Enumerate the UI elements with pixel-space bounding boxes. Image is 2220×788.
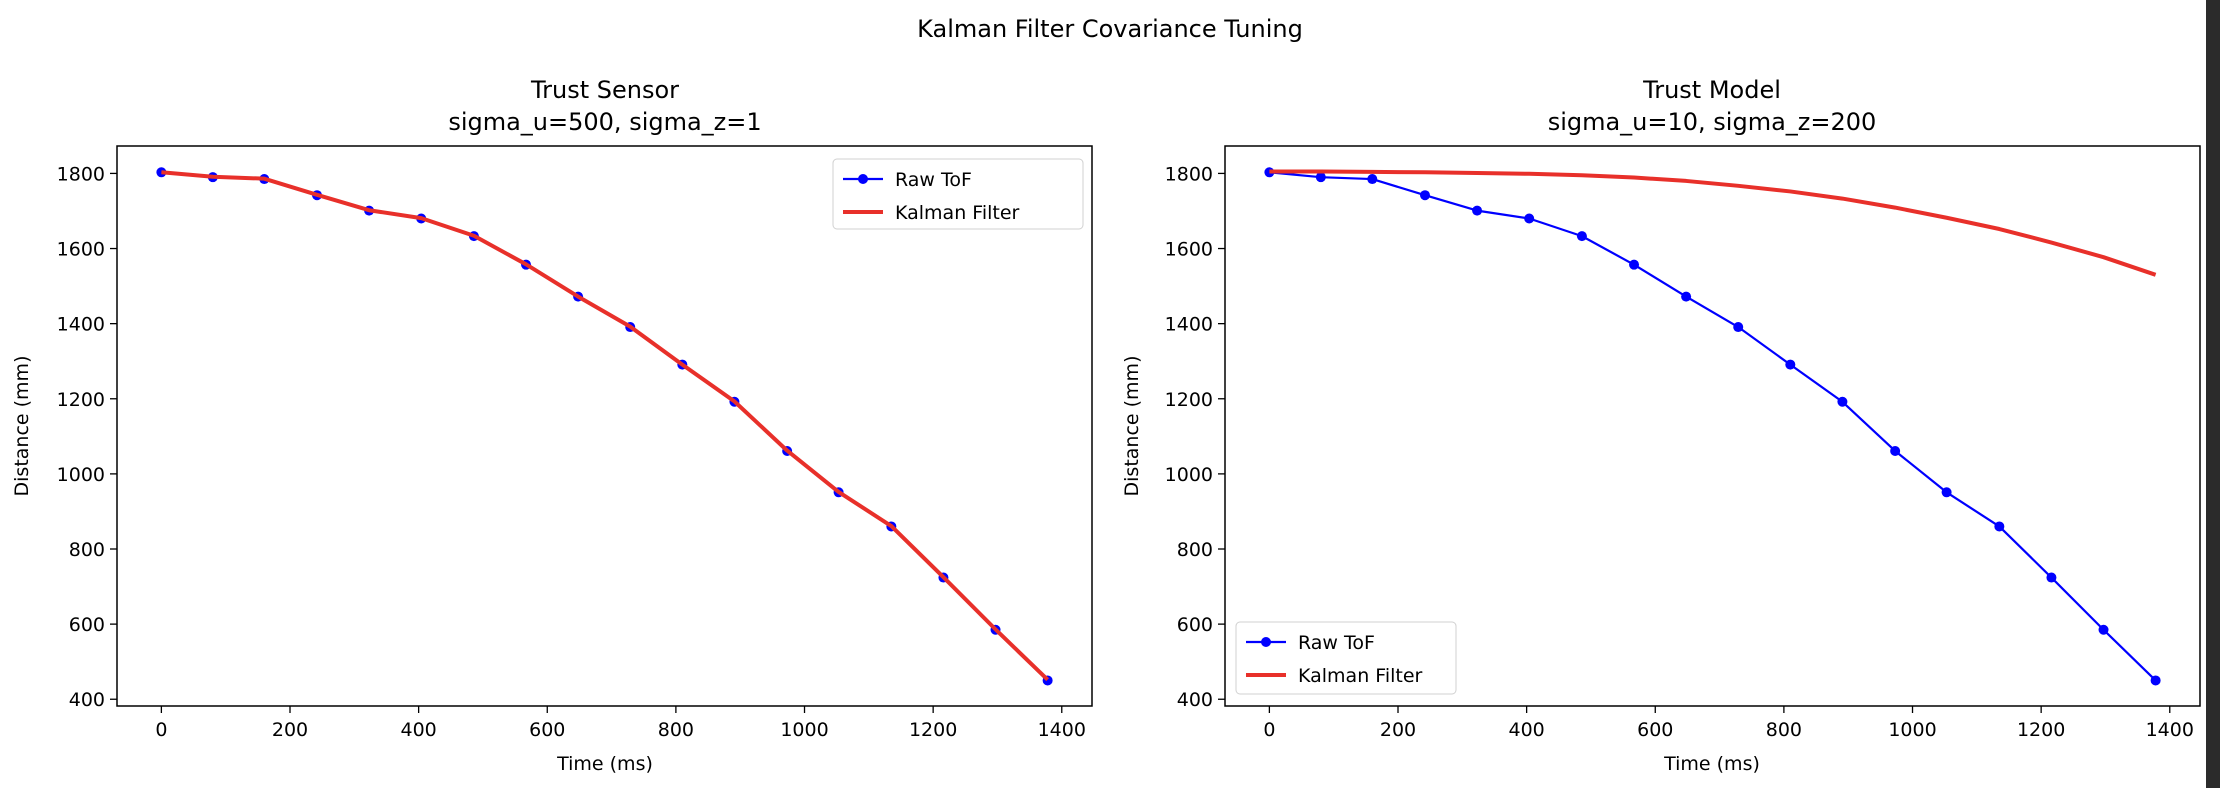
data-point [2150, 675, 2161, 686]
legend-box [1235, 621, 1457, 695]
x-tick-label: 1000 [1888, 719, 1936, 741]
series-line-raw-tof [1269, 171, 2157, 682]
data-point [1837, 396, 1848, 407]
x-axis-label: Time (ms) [556, 753, 653, 775]
legend: Raw ToF Kalman Filter [1235, 621, 1457, 695]
y-tick-label: 1800 [57, 163, 105, 185]
y-tick-label: 1200 [1165, 389, 1213, 411]
legend-label: Kalman Filter [1298, 665, 1423, 687]
data-point [1890, 445, 1901, 456]
y-tick-label: 800 [1177, 539, 1213, 561]
y-axis-label: Distance (mm) [1121, 356, 1143, 497]
y-tick-label: 1200 [57, 389, 105, 411]
data-point [1472, 205, 1483, 216]
data-point [1629, 259, 1640, 270]
data-point [1733, 322, 1744, 333]
y-tick-label: 1400 [1165, 314, 1213, 336]
y-axis-label: Distance (mm) [11, 356, 33, 497]
y-tick-label: 1600 [57, 239, 105, 261]
subplot-subtitle: sigma_u=500, sigma_z=1 [448, 108, 761, 136]
subplot-trust-model: Trust Model sigma_u=10, sigma_z=200 Time… [1121, 76, 2201, 775]
data-point [1420, 190, 1431, 201]
x-tick-label: 1000 [780, 719, 828, 741]
data-point [1681, 291, 1692, 302]
subplot-trust-sensor: Trust Sensor sigma_u=500, sigma_z=1 Time… [11, 76, 1093, 775]
figure-suptitle: Kalman Filter Covariance Tuning [917, 15, 1303, 43]
window-edge [2206, 0, 2220, 788]
legend-marker [858, 174, 868, 184]
y-tick-label: 600 [69, 614, 105, 636]
subplot-subtitle: sigma_u=10, sigma_z=200 [1548, 108, 1877, 136]
plot-area [116, 145, 1093, 707]
series-line-kalman-filter [1269, 169, 2157, 277]
x-tick-label: 1200 [2017, 719, 2065, 741]
data-point [1524, 213, 1535, 224]
y-tick-label: 600 [1177, 614, 1213, 636]
legend-marker [1261, 637, 1271, 647]
data-point [1994, 521, 2005, 532]
x-tick-label: 1200 [909, 719, 957, 741]
legend-label: Raw ToF [895, 169, 972, 191]
x-tick-label: 200 [272, 719, 308, 741]
data-point [1941, 487, 1952, 498]
x-tick-label: 1400 [1038, 719, 1086, 741]
x-tick-label: 0 [155, 719, 167, 741]
subplot-title: Trust Sensor [530, 76, 679, 104]
x-tick-label: 0 [1263, 719, 1275, 741]
legend-box [832, 158, 1084, 230]
data-point [1576, 231, 1587, 242]
data-point [2046, 572, 2057, 583]
data-point [1785, 359, 1796, 370]
x-tick-label: 400 [400, 719, 436, 741]
y-tick-label: 1800 [1165, 163, 1213, 185]
legend-label: Raw ToF [1298, 632, 1375, 654]
y-tick-label: 1600 [1165, 239, 1213, 261]
x-tick-label: 800 [658, 719, 694, 741]
data-point [1367, 174, 1378, 185]
x-tick-label: 600 [1637, 719, 1673, 741]
y-tick-label: 400 [1177, 689, 1213, 711]
series-line-kalman-filter [161, 170, 1050, 682]
legend: Raw ToF Kalman Filter [832, 158, 1084, 230]
x-tick-label: 800 [1766, 719, 1802, 741]
y-tick-label: 400 [69, 689, 105, 711]
y-tick-label: 1400 [57, 314, 105, 336]
x-tick-label: 200 [1380, 719, 1416, 741]
y-tick-label: 800 [69, 539, 105, 561]
subplot-title: Trust Model [1642, 76, 1781, 104]
y-tick-label: 1000 [1165, 464, 1213, 486]
x-tick-label: 600 [529, 719, 565, 741]
data-point [1315, 172, 1326, 183]
x-tick-label: 400 [1508, 719, 1544, 741]
data-point [2098, 624, 2109, 635]
x-tick-label: 1400 [2146, 719, 2194, 741]
x-axis-label: Time (ms) [1663, 753, 1760, 775]
legend-label: Kalman Filter [895, 202, 1020, 224]
y-tick-label: 1000 [57, 464, 105, 486]
